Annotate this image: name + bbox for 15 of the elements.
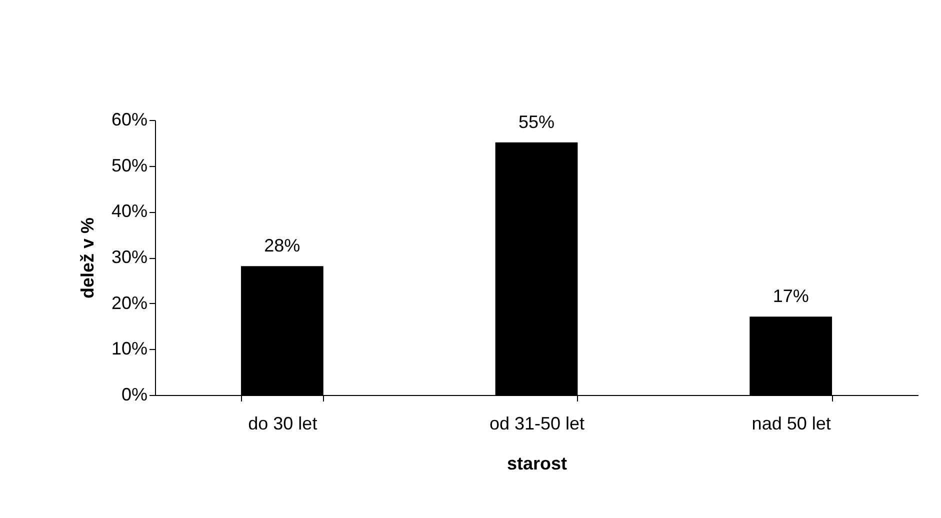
y-axis-title: delež v % <box>77 217 98 299</box>
data-label: 28% <box>264 236 300 256</box>
y-tick-label: 50% <box>111 155 148 176</box>
x-tick-label: nad 50 let <box>752 414 831 434</box>
y-tick-label: 40% <box>111 201 148 222</box>
y-tick-label: 10% <box>111 338 148 359</box>
y-tick-label: 60% <box>111 110 148 130</box>
x-axis-title: starost <box>506 454 568 474</box>
data-label: 55% <box>518 112 555 132</box>
x-tick-label: od 31-50 let <box>489 414 585 434</box>
y-tick-label: 20% <box>111 292 148 313</box>
y-tick-label: 30% <box>111 247 148 267</box>
y-tick-label: 0% <box>121 384 148 404</box>
data-label: 17% <box>772 286 809 306</box>
x-tick-label: do 30 let <box>248 414 318 434</box>
